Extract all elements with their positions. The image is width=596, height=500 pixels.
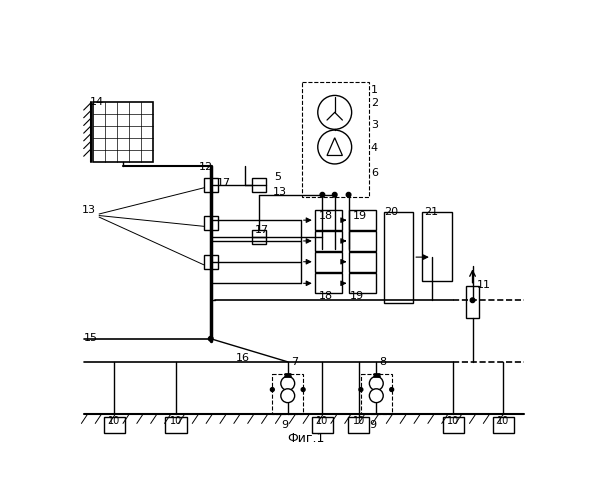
Bar: [272, 374, 303, 414]
Text: 17: 17: [217, 178, 231, 188]
Bar: [492, 418, 514, 432]
Bar: [312, 418, 333, 432]
Bar: [93, 102, 153, 162]
Circle shape: [359, 388, 363, 392]
Bar: [204, 255, 218, 268]
Circle shape: [301, 388, 305, 392]
Circle shape: [390, 388, 393, 392]
Circle shape: [318, 96, 352, 130]
Circle shape: [271, 388, 274, 392]
Circle shape: [281, 376, 294, 390]
Text: 10: 10: [170, 416, 182, 426]
Bar: [315, 252, 342, 272]
Circle shape: [281, 389, 294, 402]
Text: 17: 17: [254, 225, 269, 235]
Circle shape: [209, 336, 213, 341]
Text: Фиг.1: Фиг.1: [287, 432, 324, 446]
Text: 8: 8: [380, 357, 386, 367]
Bar: [361, 374, 392, 414]
Circle shape: [333, 192, 337, 197]
Text: 10: 10: [447, 416, 460, 426]
Text: 20: 20: [384, 207, 398, 217]
Bar: [204, 216, 218, 230]
Text: 11: 11: [476, 280, 491, 290]
Text: 18: 18: [319, 291, 333, 301]
Text: 15: 15: [83, 334, 98, 344]
Text: 1: 1: [371, 84, 378, 94]
Text: 21: 21: [424, 207, 438, 217]
Text: 9: 9: [370, 420, 377, 430]
Bar: [384, 212, 413, 302]
Circle shape: [320, 192, 325, 197]
Text: 16: 16: [235, 352, 249, 362]
Text: 12: 12: [199, 162, 213, 172]
Text: 10: 10: [497, 416, 510, 426]
Bar: [349, 210, 376, 230]
Circle shape: [470, 298, 475, 302]
Circle shape: [346, 192, 351, 197]
Circle shape: [370, 376, 383, 390]
Bar: [252, 230, 266, 244]
Bar: [104, 418, 125, 432]
Bar: [349, 274, 376, 293]
Text: 19: 19: [353, 211, 367, 221]
Text: 9: 9: [281, 420, 288, 430]
Text: 7: 7: [291, 357, 298, 367]
Bar: [465, 286, 479, 318]
Bar: [204, 178, 218, 192]
Text: 10: 10: [352, 416, 365, 426]
Text: 13: 13: [272, 187, 286, 197]
Circle shape: [318, 130, 352, 164]
Bar: [349, 252, 376, 272]
Bar: [302, 82, 368, 197]
Text: 3: 3: [371, 120, 378, 130]
Bar: [315, 231, 342, 251]
Bar: [348, 418, 370, 432]
Circle shape: [370, 389, 383, 402]
Text: 13: 13: [82, 205, 96, 215]
Text: 18: 18: [319, 211, 333, 221]
Bar: [442, 418, 464, 432]
Text: 10: 10: [108, 416, 120, 426]
Text: 19: 19: [349, 291, 364, 301]
Bar: [315, 274, 342, 293]
Bar: [349, 231, 376, 251]
Text: 5: 5: [275, 172, 282, 181]
Bar: [315, 210, 342, 230]
Text: 10: 10: [316, 416, 328, 426]
Text: 4: 4: [371, 143, 378, 153]
Bar: [252, 178, 266, 192]
Text: 14: 14: [90, 97, 104, 107]
Bar: [423, 212, 452, 281]
Text: 2: 2: [371, 98, 378, 108]
Bar: [165, 418, 187, 432]
Text: 6: 6: [371, 168, 378, 178]
